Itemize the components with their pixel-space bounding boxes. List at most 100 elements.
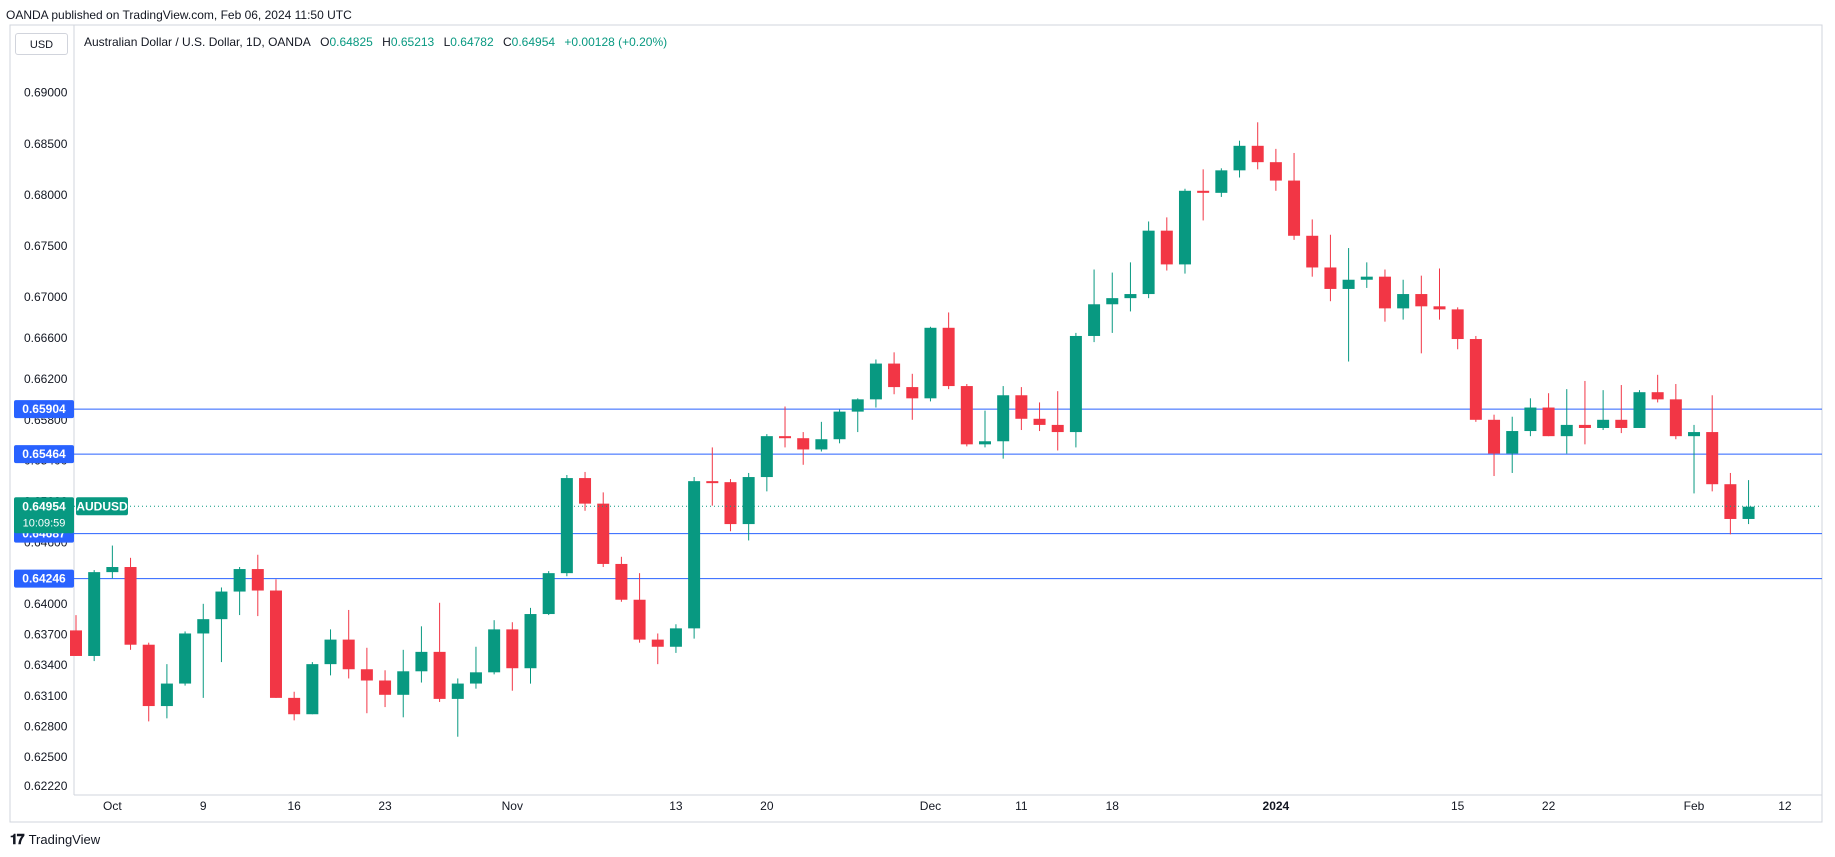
candle[interactable] (197, 603, 210, 698)
candle[interactable] (1578, 380, 1591, 445)
candle[interactable] (88, 570, 101, 662)
candle[interactable] (1106, 272, 1119, 333)
candle[interactable] (251, 554, 264, 617)
symbol-tag (76, 497, 128, 516)
candle[interactable] (724, 479, 737, 532)
candle[interactable] (1288, 152, 1301, 240)
candle[interactable] (1742, 480, 1755, 525)
candle[interactable] (1397, 279, 1410, 320)
candle[interactable] (1178, 188, 1191, 274)
candle[interactable] (379, 670, 392, 708)
candle[interactable] (397, 649, 410, 718)
candle-body (1106, 298, 1119, 305)
candle[interactable] (1160, 217, 1173, 271)
candle[interactable] (1051, 391, 1064, 451)
candle[interactable] (797, 432, 810, 465)
candle[interactable] (669, 624, 682, 653)
candle[interactable] (106, 545, 119, 579)
last-price-label: 0.64954 (22, 499, 66, 513)
candle[interactable] (579, 471, 592, 511)
candle[interactable] (1524, 398, 1537, 437)
candle[interactable] (433, 602, 446, 702)
candle[interactable] (1197, 169, 1210, 221)
candle[interactable] (288, 691, 301, 721)
candle[interactable] (1088, 269, 1101, 343)
candle[interactable] (1560, 389, 1573, 454)
candle[interactable] (815, 421, 828, 452)
candle[interactable] (960, 384, 973, 447)
candle[interactable] (1378, 269, 1391, 322)
candle[interactable] (1669, 384, 1682, 440)
candle[interactable] (1360, 262, 1373, 288)
candle[interactable] (1069, 332, 1082, 448)
candle[interactable] (160, 664, 173, 719)
candle[interactable] (524, 607, 537, 684)
candle[interactable] (1633, 390, 1646, 428)
candle[interactable] (124, 557, 137, 650)
candle[interactable] (506, 622, 519, 691)
candle[interactable] (1233, 140, 1246, 178)
candle[interactable] (1215, 168, 1228, 197)
candle[interactable] (324, 629, 337, 676)
candle[interactable] (342, 609, 355, 679)
candle[interactable] (70, 615, 82, 656)
candle[interactable] (179, 631, 192, 686)
candle[interactable] (1688, 424, 1701, 494)
candle[interactable] (1506, 416, 1519, 473)
candle[interactable] (688, 477, 701, 639)
candle[interactable] (1033, 402, 1046, 432)
candle[interactable] (306, 662, 319, 715)
candle[interactable] (560, 475, 573, 577)
candle[interactable] (615, 556, 628, 602)
candle[interactable] (1306, 219, 1319, 277)
candle[interactable] (1433, 268, 1446, 320)
candle[interactable] (869, 359, 882, 408)
candle[interactable] (1451, 307, 1464, 350)
candle[interactable] (1142, 221, 1155, 299)
candle[interactable] (1342, 248, 1355, 362)
candle[interactable] (451, 678, 464, 737)
candle[interactable] (1724, 472, 1737, 535)
candle[interactable] (942, 312, 955, 390)
candle[interactable] (1251, 122, 1264, 170)
candle[interactable] (1469, 335, 1482, 422)
candle[interactable] (415, 626, 428, 683)
candle[interactable] (597, 492, 610, 568)
candle[interactable] (1124, 262, 1137, 312)
candle[interactable] (1615, 385, 1628, 434)
candle[interactable] (1415, 275, 1428, 354)
candle[interactable] (1269, 148, 1282, 191)
candle[interactable] (1542, 393, 1555, 437)
candle[interactable] (1015, 387, 1028, 431)
candle[interactable] (469, 646, 482, 689)
candle[interactable] (888, 352, 901, 395)
candle[interactable] (924, 326, 937, 402)
candle[interactable] (833, 409, 846, 444)
candle[interactable] (360, 647, 373, 714)
tradingview-logo[interactable]: 𝟏𝟕 TradingView (10, 831, 100, 848)
candle[interactable] (269, 579, 282, 698)
candle[interactable] (142, 642, 155, 722)
candle[interactable] (488, 620, 501, 675)
candle[interactable] (651, 633, 664, 665)
candle[interactable] (906, 373, 919, 420)
candle[interactable] (779, 406, 792, 448)
candle[interactable] (760, 434, 773, 492)
candle[interactable] (215, 587, 228, 663)
candle[interactable] (706, 447, 719, 506)
candle[interactable] (542, 571, 555, 616)
candle[interactable] (1488, 414, 1501, 477)
candle[interactable] (233, 567, 246, 616)
currency-button[interactable]: USD (15, 33, 68, 55)
candle[interactable] (742, 472, 755, 541)
candle[interactable] (1706, 395, 1719, 492)
candle[interactable] (997, 386, 1010, 459)
candle[interactable] (851, 398, 864, 433)
candle[interactable] (633, 573, 646, 643)
candle-body (1360, 276, 1373, 280)
candle[interactable] (1651, 374, 1664, 403)
candle[interactable] (1324, 234, 1337, 302)
candle[interactable] (1597, 390, 1610, 431)
candle[interactable] (979, 410, 991, 448)
